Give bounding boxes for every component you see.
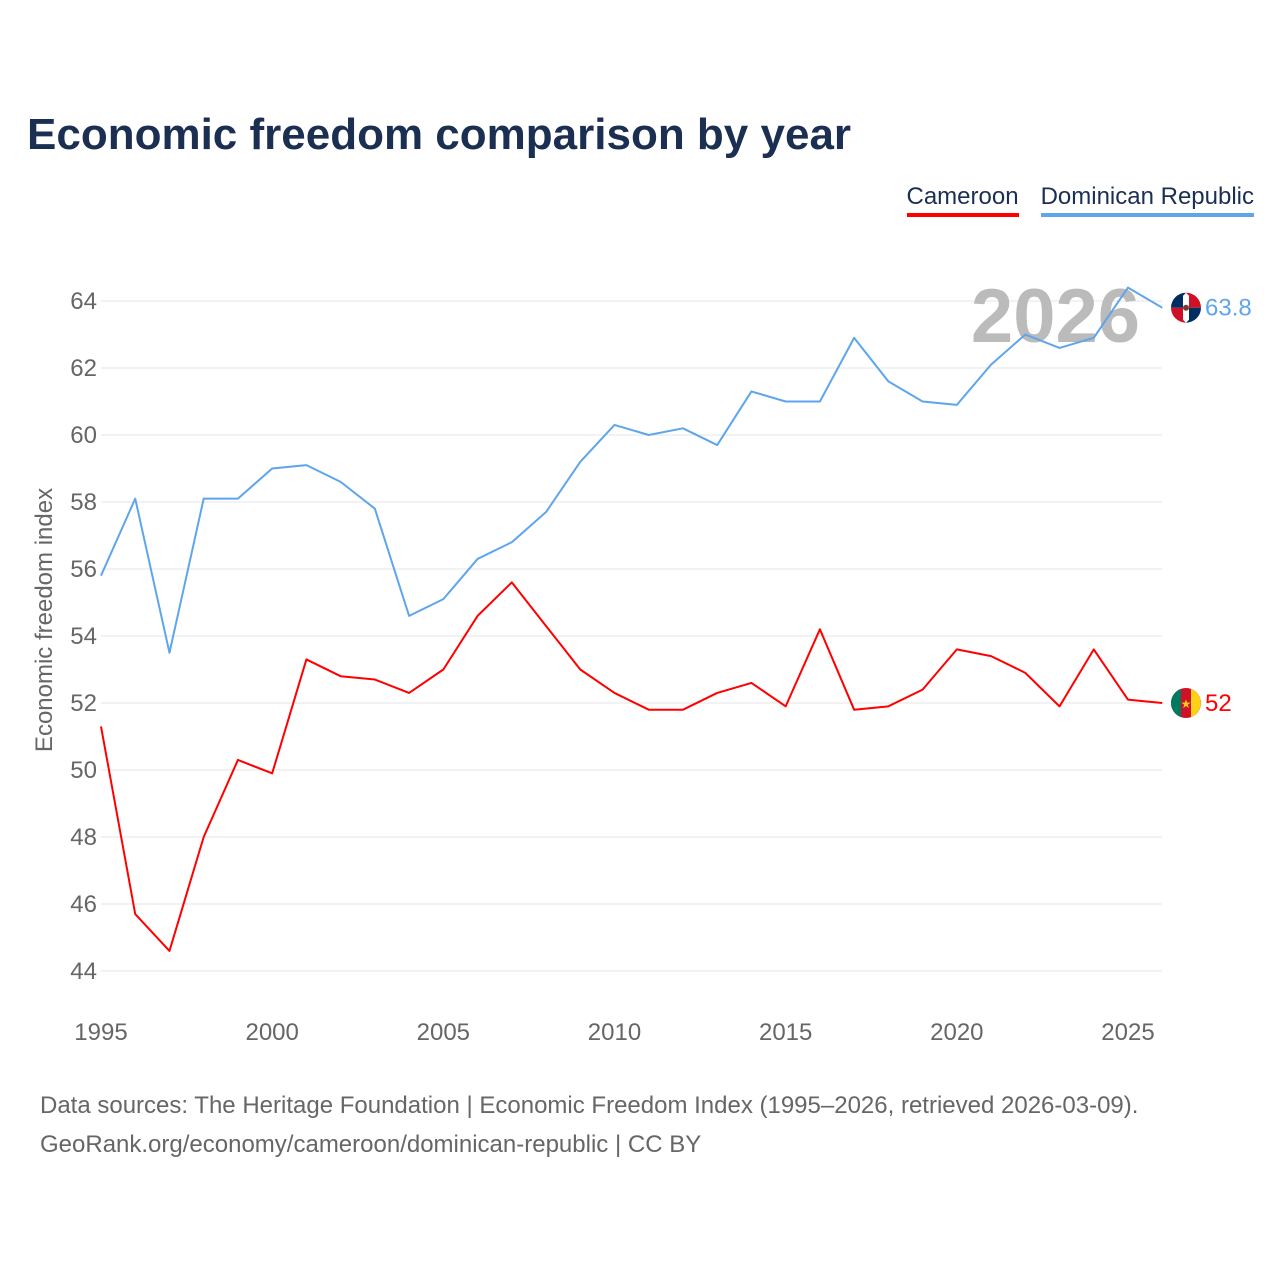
x-tick-label: 2020: [930, 1019, 983, 1046]
dominican-flag-q3: [1171, 307, 1186, 323]
legend-cameroon[interactable]: Cameroon: [906, 183, 1019, 217]
y-tick-label: 46: [70, 891, 97, 918]
y-tick-label: 52: [70, 690, 97, 717]
legend: Cameroon Dominican Republic: [906, 183, 1254, 217]
cameroon-flag-green: [1171, 688, 1181, 718]
y-tick-label: 62: [70, 355, 97, 382]
y-tick-label: 50: [70, 757, 97, 784]
x-tick-label: 2005: [417, 1019, 470, 1046]
source-note: Data sources: The Heritage Foundation | …: [40, 1086, 1138, 1164]
source-line-2[interactable]: GeoRank.org/economy/cameroon/dominican-r…: [40, 1131, 702, 1158]
legend-dominican-republic[interactable]: Dominican Republic: [1040, 183, 1254, 217]
y-tick-label: 54: [70, 623, 97, 650]
y-tick-label: 58: [70, 489, 97, 516]
series-line-dominican-republic: [100, 286, 1163, 654]
x-tick-label: 2010: [588, 1019, 641, 1046]
end-value-label: 63.8: [1205, 295, 1252, 322]
end-value-label: 52: [1205, 690, 1232, 717]
y-axis-label: Economic freedom index: [31, 488, 58, 752]
cameroon-flag-star: ★: [1181, 697, 1192, 711]
y-tick-label: 60: [70, 422, 97, 449]
x-tick-label: 1995: [74, 1019, 127, 1046]
x-tick-label: 2015: [759, 1019, 812, 1046]
y-tick-label: 64: [70, 288, 97, 315]
chart-title: Economic freedom comparison by year: [27, 110, 852, 159]
dominican-flag-q4: [1186, 307, 1201, 323]
y-tick-label: 56: [70, 556, 97, 583]
source-line-1: Data sources: The Heritage Foundation | …: [40, 1092, 1139, 1119]
year-watermark: 2026: [971, 274, 1140, 359]
y-tick-label: 48: [70, 824, 97, 851]
dominican-flag-q1: [1171, 292, 1186, 308]
dominican-flag-emblem: [1183, 304, 1189, 311]
y-tick-label: 44: [70, 958, 97, 985]
cameroon-flag-yellow: [1191, 688, 1201, 718]
x-tick-label: 2025: [1101, 1019, 1154, 1046]
x-tick-label: 2000: [245, 1019, 298, 1046]
series-line-cameroon: [100, 581, 1163, 952]
dominican-flag-q2: [1186, 292, 1201, 308]
